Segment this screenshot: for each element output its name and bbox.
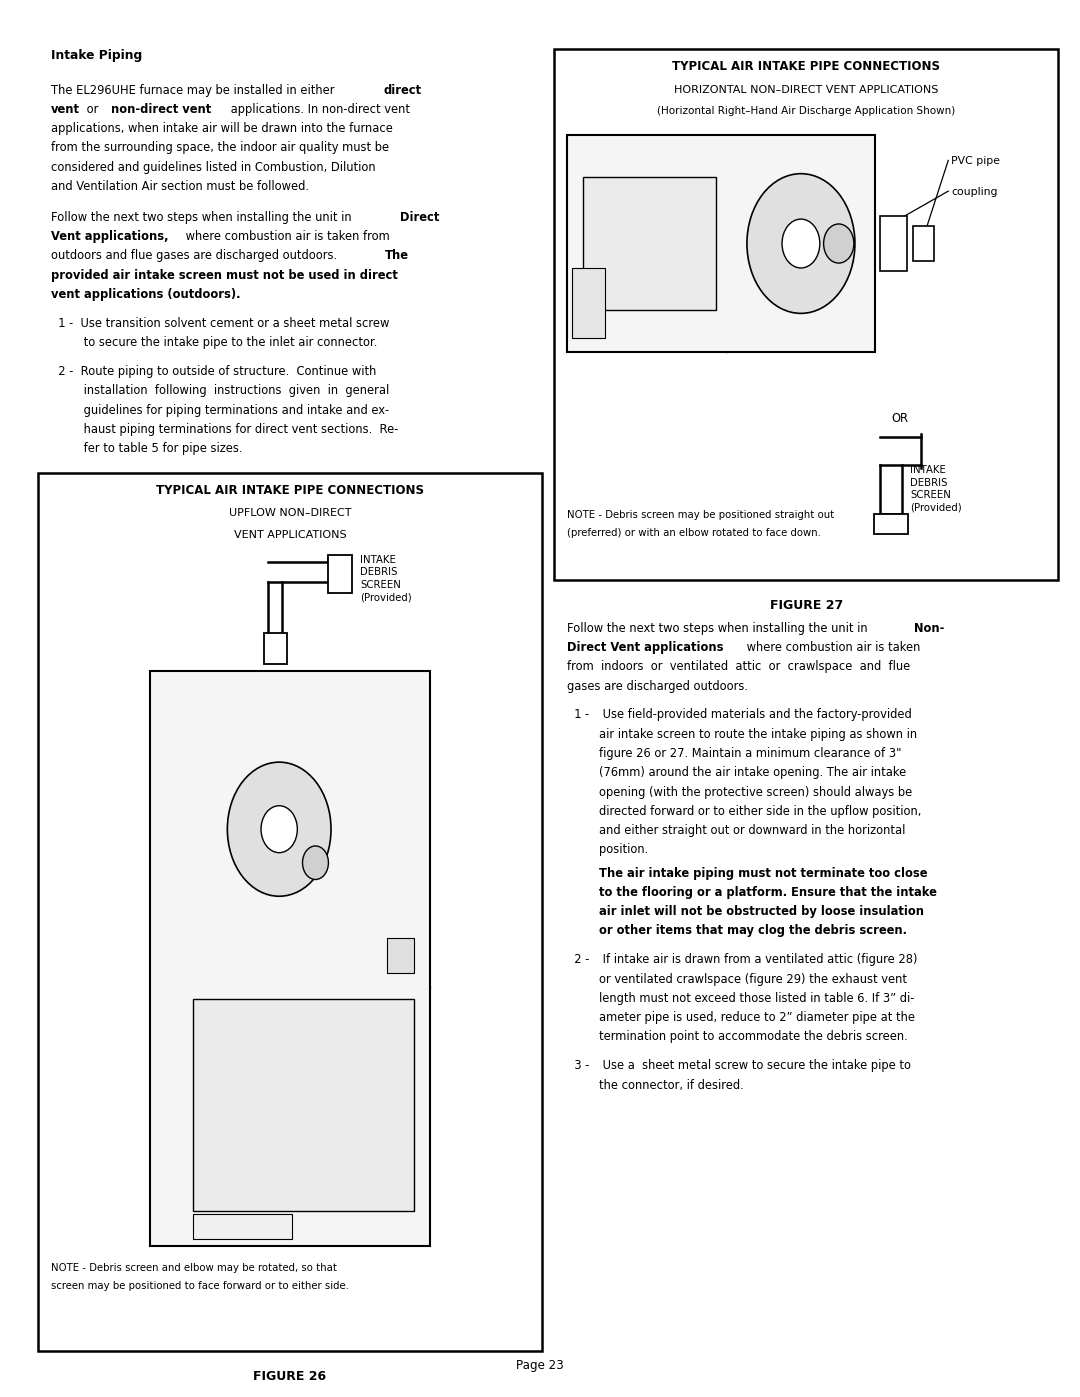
Bar xyxy=(193,999,415,1211)
Text: provided air intake screen must not be used in direct: provided air intake screen must not be u… xyxy=(51,268,397,282)
Text: Page 23: Page 23 xyxy=(516,1359,564,1372)
Text: FIGURE 26: FIGURE 26 xyxy=(254,1370,326,1383)
Text: (Horizontal Right–Hand Air Discharge Application Shown): (Horizontal Right–Hand Air Discharge App… xyxy=(657,106,956,116)
Text: gases are discharged outdoors.: gases are discharged outdoors. xyxy=(567,679,748,693)
Text: guidelines for piping terminations and intake and ex-: guidelines for piping terminations and i… xyxy=(51,404,389,416)
Text: applications. In non-direct vent: applications. In non-direct vent xyxy=(227,103,409,116)
Text: length must not exceed those listed in table 6. If 3” di-: length must not exceed those listed in t… xyxy=(599,992,915,1004)
Text: The EL296UHE furnace may be installed in either: The EL296UHE furnace may be installed in… xyxy=(51,84,338,96)
Text: VENT APPLICATIONS: VENT APPLICATIONS xyxy=(233,529,347,539)
Text: termination point to accommodate the debris screen.: termination point to accommodate the deb… xyxy=(599,1031,908,1044)
Text: from  indoors  or  ventilated  attic  or  crawlspace  and  flue: from indoors or ventilated attic or craw… xyxy=(567,661,910,673)
Bar xyxy=(38,474,542,1351)
Text: ameter pipe is used, reduce to 2” diameter pipe at the: ameter pipe is used, reduce to 2” diamet… xyxy=(599,1011,916,1024)
Bar xyxy=(149,671,430,1246)
Bar xyxy=(572,268,605,338)
Text: If intake air is drawn from a ventilated attic (figure 28): If intake air is drawn from a ventilated… xyxy=(599,953,918,967)
Text: Direct Vent applications: Direct Vent applications xyxy=(567,641,724,654)
Text: to the flooring or a platform. Ensure that the intake: to the flooring or a platform. Ensure th… xyxy=(599,886,937,898)
Text: haust piping terminations for direct vent sections.  Re-: haust piping terminations for direct ven… xyxy=(51,423,399,436)
Text: Use a  sheet metal screw to secure the intake pipe to: Use a sheet metal screw to secure the in… xyxy=(599,1059,912,1073)
Text: PVC pipe: PVC pipe xyxy=(951,156,1000,166)
Text: opening (with the protective screen) should always be: opening (with the protective screen) sho… xyxy=(599,785,913,799)
Text: (76mm) around the air intake opening. The air intake: (76mm) around the air intake opening. Th… xyxy=(599,767,906,780)
Text: 2 -  Route piping to outside of structure.  Continue with: 2 - Route piping to outside of structure… xyxy=(51,365,376,379)
Text: to secure the intake pipe to the inlet air connector.: to secure the intake pipe to the inlet a… xyxy=(51,337,377,349)
Text: INTAKE
DEBRIS
SCREEN
(Provided): INTAKE DEBRIS SCREEN (Provided) xyxy=(910,465,962,513)
Text: outdoors and flue gases are discharged outdoors.: outdoors and flue gases are discharged o… xyxy=(51,250,345,263)
Bar xyxy=(874,514,908,534)
Text: The: The xyxy=(384,250,409,263)
Text: air intake screen to route the intake piping as shown in: air intake screen to route the intake pi… xyxy=(599,728,918,740)
Circle shape xyxy=(228,763,330,897)
Text: from the surrounding space, the indoor air quality must be: from the surrounding space, the indoor a… xyxy=(51,141,389,155)
Text: vent applications (outdoors).: vent applications (outdoors). xyxy=(51,288,240,300)
Text: applications, when intake air will be drawn into the furnace: applications, when intake air will be dr… xyxy=(51,122,393,136)
Text: Non-: Non- xyxy=(914,622,944,634)
Text: Follow the next two steps when installing the unit in: Follow the next two steps when installin… xyxy=(567,622,872,634)
Circle shape xyxy=(261,806,297,852)
Text: non-direct vent: non-direct vent xyxy=(111,103,211,116)
Text: The air intake piping must not terminate too close: The air intake piping must not terminate… xyxy=(599,866,928,880)
Text: Use field-provided materials and the factory-provided: Use field-provided materials and the fac… xyxy=(599,708,913,721)
Text: the connector, if desired.: the connector, if desired. xyxy=(599,1078,744,1091)
Text: and either straight out or downward in the horizontal: and either straight out or downward in t… xyxy=(599,824,906,837)
Circle shape xyxy=(302,847,328,880)
Bar xyxy=(554,49,1058,580)
Text: direct: direct xyxy=(384,84,422,96)
Bar xyxy=(880,215,907,271)
Text: air inlet will not be obstructed by loose insulation: air inlet will not be obstructed by loos… xyxy=(599,905,924,918)
Text: and Ventilation Air section must be followed.: and Ventilation Air section must be foll… xyxy=(51,180,309,193)
Text: screen may be positioned to face forward or to either side.: screen may be positioned to face forward… xyxy=(51,1281,349,1291)
Text: (preferred) or with an elbow rotated to face down.: (preferred) or with an elbow rotated to … xyxy=(567,528,821,538)
Text: OR: OR xyxy=(891,412,908,425)
Circle shape xyxy=(824,224,854,263)
Text: vent: vent xyxy=(51,103,80,116)
Bar xyxy=(567,136,875,352)
Text: coupling: coupling xyxy=(951,187,998,197)
Text: 1 -  Use transition solvent cement or a sheet metal screw: 1 - Use transition solvent cement or a s… xyxy=(51,317,389,330)
Text: position.: position. xyxy=(599,844,649,856)
Text: 2 -: 2 - xyxy=(567,953,590,967)
Text: figure 26 or 27. Maintain a minimum clearance of 3": figure 26 or 27. Maintain a minimum clea… xyxy=(599,747,902,760)
Bar xyxy=(583,177,716,310)
Text: 1 -: 1 - xyxy=(567,708,590,721)
Text: TYPICAL AIR INTAKE PIPE CONNECTIONS: TYPICAL AIR INTAKE PIPE CONNECTIONS xyxy=(672,60,941,73)
Text: directed forward or to either side in the upflow position,: directed forward or to either side in th… xyxy=(599,805,921,817)
Text: TYPICAL AIR INTAKE PIPE CONNECTIONS: TYPICAL AIR INTAKE PIPE CONNECTIONS xyxy=(156,485,424,497)
Text: Intake Piping: Intake Piping xyxy=(51,49,141,61)
Text: fer to table 5 for pipe sizes.: fer to table 5 for pipe sizes. xyxy=(51,443,242,455)
Text: NOTE - Debris screen may be positioned straight out: NOTE - Debris screen may be positioned s… xyxy=(567,510,834,520)
Text: Follow the next two steps when installing the unit in: Follow the next two steps when installin… xyxy=(51,211,355,224)
Bar xyxy=(193,1214,293,1239)
Text: or ventilated crawlspace (figure 29) the exhaust vent: or ventilated crawlspace (figure 29) the… xyxy=(599,972,907,985)
Text: installation  following  instructions  given  in  general: installation following instructions give… xyxy=(51,384,389,397)
Text: Direct: Direct xyxy=(400,211,440,224)
Circle shape xyxy=(782,219,820,268)
Text: HORIZONTAL NON–DIRECT VENT APPLICATIONS: HORIZONTAL NON–DIRECT VENT APPLICATIONS xyxy=(674,85,939,95)
Bar xyxy=(328,555,351,592)
Text: FIGURE 27: FIGURE 27 xyxy=(770,599,842,612)
Bar xyxy=(913,226,934,261)
Text: NOTE - Debris screen and elbow may be rotated, so that: NOTE - Debris screen and elbow may be ro… xyxy=(51,1263,337,1273)
Text: INTAKE
DEBRIS
SCREEN
(Provided): INTAKE DEBRIS SCREEN (Provided) xyxy=(361,555,411,602)
Text: 3 -: 3 - xyxy=(567,1059,590,1073)
Text: where combustion air is taken from: where combustion air is taken from xyxy=(181,231,390,243)
Text: considered and guidelines listed in Combustion, Dilution: considered and guidelines listed in Comb… xyxy=(51,161,376,173)
Text: UPFLOW NON–DIRECT: UPFLOW NON–DIRECT xyxy=(229,509,351,518)
Text: or other items that may clog the debris screen.: or other items that may clog the debris … xyxy=(599,925,907,937)
Bar xyxy=(264,633,287,664)
Text: or: or xyxy=(83,103,102,116)
Text: where combustion air is taken: where combustion air is taken xyxy=(743,641,920,654)
Bar xyxy=(388,939,415,974)
Text: Vent applications,: Vent applications, xyxy=(51,231,168,243)
Circle shape xyxy=(747,173,855,313)
